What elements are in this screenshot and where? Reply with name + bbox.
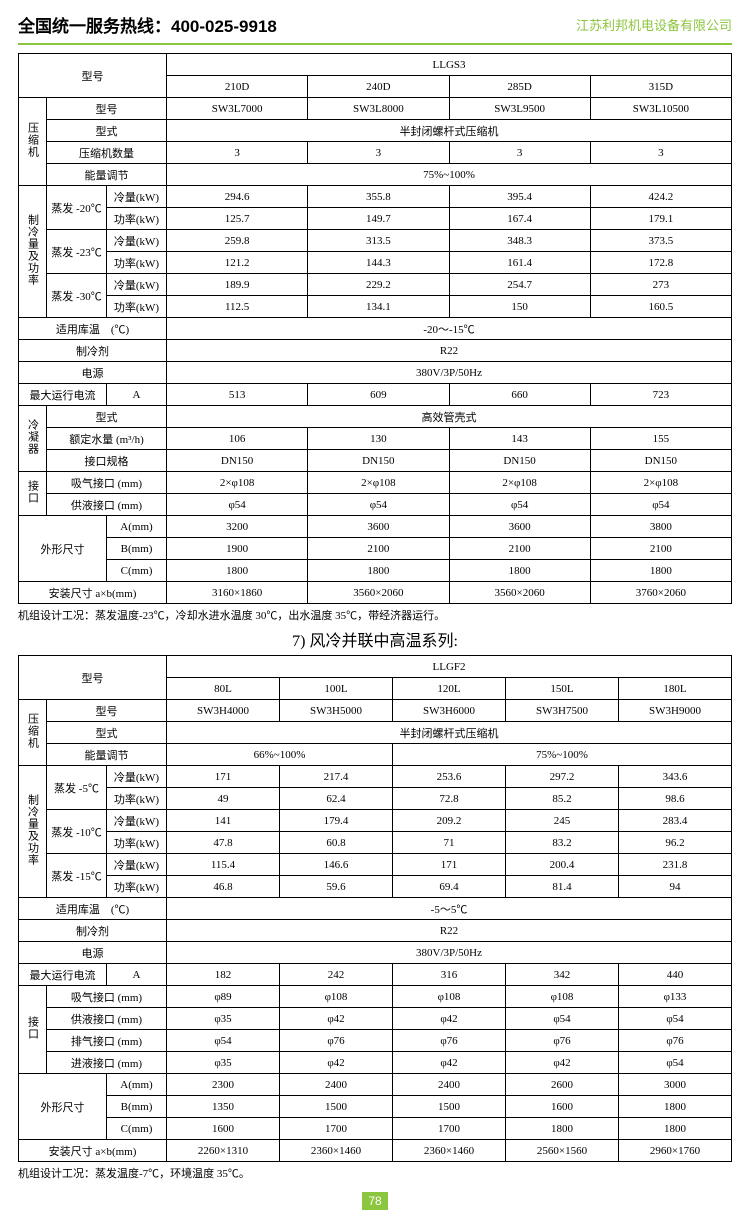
spec-table-2: 型号LLGF2 80L100L120L150L180L 压缩机 型号SW3H40… <box>18 655 732 1162</box>
interface-group: 接口 <box>19 472 47 516</box>
model-label: 型号 <box>19 54 167 98</box>
compressor-group: 压缩机 <box>19 98 47 186</box>
series: LLGS3 <box>167 54 732 76</box>
company-name: 江苏利邦机电设备有限公司 <box>576 15 732 34</box>
section-title: 7) 风冷并联中高温系列: <box>18 627 732 651</box>
capacity-group: 制冷量及功率 <box>19 186 47 318</box>
table1-note: 机组设计工况：蒸发温度-23℃，冷却水进水温度 30℃，出水温度 35℃，带经济… <box>18 607 732 623</box>
page-number: 78 <box>362 1192 387 1210</box>
condenser-group: 冷凝器 <box>19 406 47 472</box>
page-footer: 78 <box>18 1184 732 1210</box>
page-header: 全国统一服务热线：400-025-9918 江苏利邦机电设备有限公司 <box>18 12 732 45</box>
table2-note: 机组设计工况：蒸发温度-7℃，环境温度 35℃。 <box>18 1165 732 1181</box>
spec-table-1: 型号LLGS3 210D240D285D315D 压缩机 型号SW3L7000S… <box>18 53 732 604</box>
hotline: 全国统一服务热线：400-025-9918 <box>18 12 277 37</box>
